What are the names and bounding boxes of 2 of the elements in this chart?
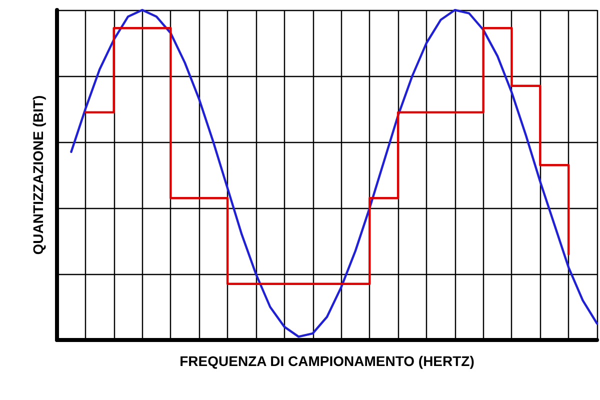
y-axis-title: QUANTIZZAZIONE (BIT)	[30, 95, 46, 255]
x-axis-title: FREQUENZA DI CAMPIONAMENTO (HERTZ)	[180, 353, 474, 369]
